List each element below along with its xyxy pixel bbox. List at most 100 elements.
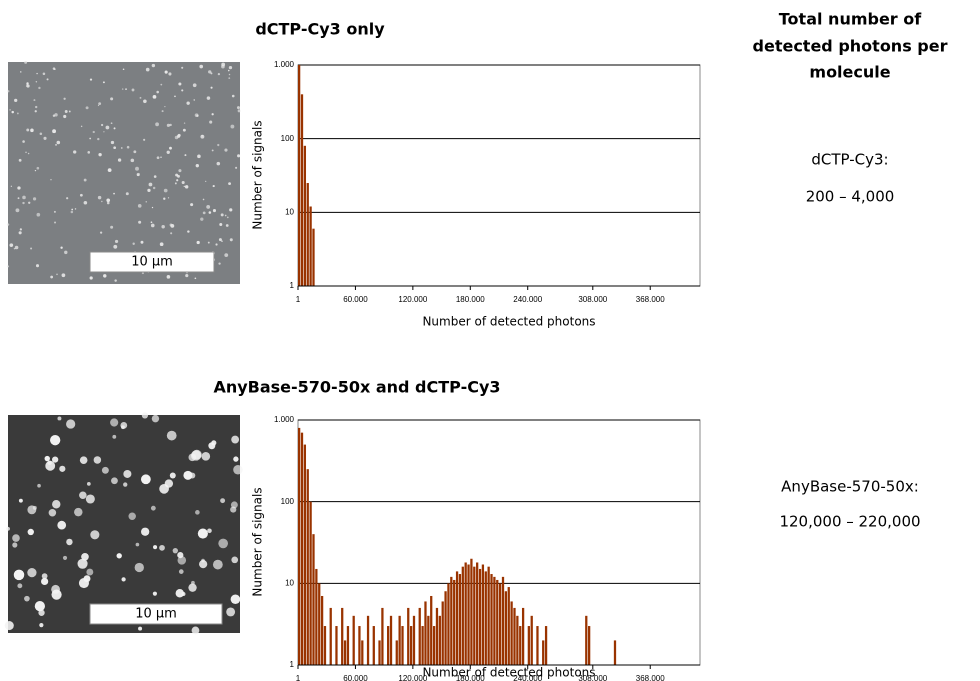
bar: [318, 583, 320, 665]
bar: [585, 616, 587, 665]
speckle: [128, 513, 135, 520]
speckle: [208, 242, 210, 244]
speckle: [41, 578, 48, 585]
speckle: [47, 78, 49, 80]
speckle: [7, 90, 9, 92]
speckle: [26, 128, 29, 131]
speckle: [37, 213, 41, 217]
speckle: [167, 275, 171, 279]
speckle: [101, 201, 102, 202]
speckle: [169, 124, 171, 126]
speckle: [200, 135, 204, 139]
speckle: [182, 181, 185, 184]
speckle: [213, 209, 216, 212]
speckle: [224, 149, 227, 152]
speckle: [123, 470, 131, 478]
x-tick-label: 308.000: [578, 295, 607, 304]
x-tick-label: 180.000: [456, 295, 485, 304]
bar: [407, 608, 409, 665]
speckle: [73, 150, 76, 153]
speckle: [183, 471, 192, 480]
speckle: [86, 494, 95, 503]
x-tick-label: 1: [296, 295, 301, 304]
speckle: [170, 472, 176, 478]
speckle: [57, 521, 66, 530]
speckle: [198, 529, 208, 539]
side-range: 200 – 4,000: [806, 188, 895, 206]
speckle: [16, 208, 20, 212]
speckle: [215, 243, 217, 245]
y-axis-title: Number of signals: [251, 487, 265, 596]
speckle: [153, 95, 157, 99]
speckle: [86, 106, 89, 109]
speckle: [191, 581, 195, 585]
speckle: [17, 583, 22, 588]
speckle: [66, 419, 75, 428]
speckle: [62, 273, 66, 277]
speckle: [217, 162, 221, 166]
bar: [490, 574, 492, 665]
speckle: [163, 198, 165, 200]
speckle: [97, 138, 99, 140]
speckle: [185, 185, 188, 188]
scale-bar-label: 10 μm: [135, 607, 177, 622]
speckle: [228, 70, 230, 72]
bar: [367, 616, 369, 665]
bar: [536, 626, 538, 665]
speckle: [59, 466, 65, 472]
speckle: [9, 243, 13, 247]
x-axis-title: Number of detected photons: [422, 315, 595, 329]
speckle: [146, 201, 147, 202]
speckle: [203, 212, 206, 215]
y-tick-label: 1: [290, 660, 295, 669]
speckle: [207, 528, 212, 533]
plot-area: [298, 65, 700, 286]
bar: [456, 571, 458, 665]
speckle: [149, 183, 153, 187]
speckle: [218, 539, 228, 549]
speckle: [196, 164, 199, 167]
speckle: [159, 545, 165, 551]
x-tick-label: 368.000: [636, 674, 665, 681]
speckle: [65, 110, 68, 113]
bar: [396, 640, 398, 665]
speckle: [188, 584, 196, 592]
speckle: [155, 122, 159, 126]
bar: [442, 601, 444, 665]
speckle: [231, 436, 239, 444]
bar: [301, 433, 303, 665]
side-title: molecule: [809, 63, 890, 82]
speckle: [192, 627, 200, 635]
speckle: [121, 577, 125, 581]
speckle: [138, 221, 141, 224]
speckle: [26, 84, 29, 87]
speckle: [45, 456, 50, 461]
speckle: [111, 477, 118, 484]
speckle: [35, 110, 37, 112]
speckle: [22, 196, 26, 200]
x-tick-label: 1: [296, 674, 301, 681]
speckle: [169, 147, 172, 150]
speckle: [168, 72, 171, 75]
bar: [309, 502, 311, 665]
micrograph: [5, 412, 243, 634]
x-tick-label: 368.000: [636, 295, 665, 304]
speckle: [193, 99, 194, 100]
speckle: [187, 230, 189, 232]
speckle: [225, 215, 227, 217]
speckle: [113, 193, 115, 195]
speckle: [212, 149, 214, 151]
speckle: [228, 77, 230, 79]
speckle: [184, 154, 186, 156]
speckle: [43, 137, 46, 140]
speckle: [219, 223, 222, 226]
speckle: [138, 627, 142, 631]
speckle: [132, 243, 134, 245]
speckle: [141, 528, 149, 536]
speckle: [179, 569, 184, 574]
bar: [324, 626, 326, 665]
speckle: [63, 115, 66, 118]
bar: [482, 565, 484, 665]
speckle: [49, 509, 57, 517]
bar: [447, 583, 449, 665]
